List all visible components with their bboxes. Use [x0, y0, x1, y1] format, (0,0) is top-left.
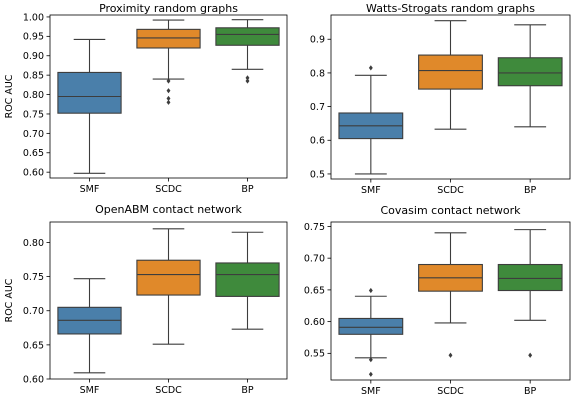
box-scdc — [136, 19, 201, 105]
chart-title: Watts-Strogats random graphs — [366, 2, 535, 15]
box-bp — [215, 231, 280, 330]
y-tick-label: 0.80 — [23, 238, 44, 249]
outlier-point — [368, 287, 373, 294]
y-tick-label: 0.90 — [23, 51, 44, 62]
y-tick-label: 0.9 — [310, 35, 325, 46]
outlier-point — [245, 78, 250, 84]
box-bp — [215, 19, 280, 84]
axes-frame — [330, 221, 571, 381]
panel-covasim-contact-network: Covasim contact network 0.55 0.60 0.65 0.70 0… — [304, 204, 571, 397]
y-axis-label: ROC AUC — [4, 278, 15, 322]
panel-proximity-random-graphs: Proximity random graphs ROC AUC 0.60 0.65 0.… — [4, 2, 288, 195]
y-tick-label: 1.00 — [23, 12, 44, 23]
iqr-box — [418, 54, 483, 90]
iqr-box — [215, 262, 280, 297]
y-tick-label: 0.75 — [304, 222, 325, 233]
y-tick-label: 0.60 — [304, 317, 325, 328]
iqr-box — [497, 57, 563, 87]
box-scdc — [136, 228, 201, 345]
panel-watts-strogats-random-graphs: Watts-Strogats random graphs 0.5 0.6 0.7 0.8… — [310, 2, 571, 196]
outlier-point — [245, 75, 250, 81]
box-smf — [57, 278, 122, 374]
chart-title: Proximity random graphs — [99, 2, 238, 15]
x-tick-label: BP — [241, 184, 254, 195]
y-tick-label: 0.65 — [23, 340, 44, 351]
y-tick-label: 0.70 — [304, 254, 325, 265]
outlier-point — [166, 88, 171, 94]
y-tick-label: 0.60 — [23, 374, 44, 385]
x-tick-label: SMF — [80, 385, 100, 396]
y-tick-label: 0.80 — [23, 90, 44, 101]
y-tick-label: 0.5 — [310, 169, 325, 180]
box-smf — [57, 38, 122, 174]
x-tick-label: BP — [241, 385, 254, 396]
iqr-box — [57, 71, 122, 114]
x-tick-label: BP — [524, 386, 537, 397]
x-tick-label: SCDC — [437, 185, 464, 196]
outlier-point — [368, 371, 373, 377]
y-tick-label: 0.65 — [23, 148, 44, 159]
y-tick-label: 0.70 — [23, 306, 44, 317]
box-scdc — [418, 20, 483, 130]
box-smf — [338, 65, 404, 175]
iqr-box — [497, 263, 563, 292]
box-scdc — [418, 232, 483, 358]
outlier-point — [448, 352, 453, 358]
y-tick-label: 0.6 — [310, 136, 325, 147]
y-tick-label: 0.70 — [23, 129, 44, 140]
outlier-point — [166, 95, 171, 102]
x-tick-label: SCDC — [437, 386, 464, 397]
outlier-point — [368, 65, 373, 71]
chart-title: Covasim contact network — [381, 204, 522, 217]
y-tick-label: 0.8 — [310, 68, 325, 79]
x-tick-label: BP — [524, 185, 537, 196]
iqr-box — [136, 259, 201, 296]
y-tick-label: 0.60 — [23, 168, 44, 179]
y-tick-label: 0.85 — [23, 71, 44, 82]
x-tick-label: SMF — [361, 386, 381, 397]
iqr-box — [215, 27, 280, 46]
axes-frame — [330, 14, 571, 180]
y-tick-label: 0.65 — [304, 285, 325, 296]
outlier-point — [166, 78, 171, 84]
y-axis-label: ROC AUC — [4, 74, 15, 118]
iqr-box — [136, 28, 201, 49]
x-tick-label: SCDC — [155, 385, 182, 396]
x-tick-label: SMF — [361, 185, 381, 196]
y-tick-label: 0.95 — [23, 32, 44, 43]
panel-openabm-contact-network: OpenABM contact network ROC AUC 0.60 0.65 0.… — [4, 203, 288, 396]
box-bp — [497, 229, 563, 358]
x-tick-label: SMF — [80, 184, 100, 195]
x-tick-label: SCDC — [155, 184, 182, 195]
chart-title: OpenABM contact network — [95, 203, 242, 216]
outlier-point — [528, 352, 533, 358]
outlier-point — [368, 357, 373, 363]
y-tick-label: 0.75 — [23, 272, 44, 283]
axes-frame — [49, 14, 288, 179]
box-smf — [338, 287, 404, 377]
box-bp — [497, 24, 563, 128]
y-tick-label: 0.7 — [310, 102, 325, 113]
y-tick-label: 0.55 — [304, 349, 325, 360]
axes-frame — [49, 221, 288, 380]
outlier-point — [166, 99, 171, 105]
y-tick-label: 0.75 — [23, 109, 44, 120]
iqr-box — [338, 317, 404, 335]
